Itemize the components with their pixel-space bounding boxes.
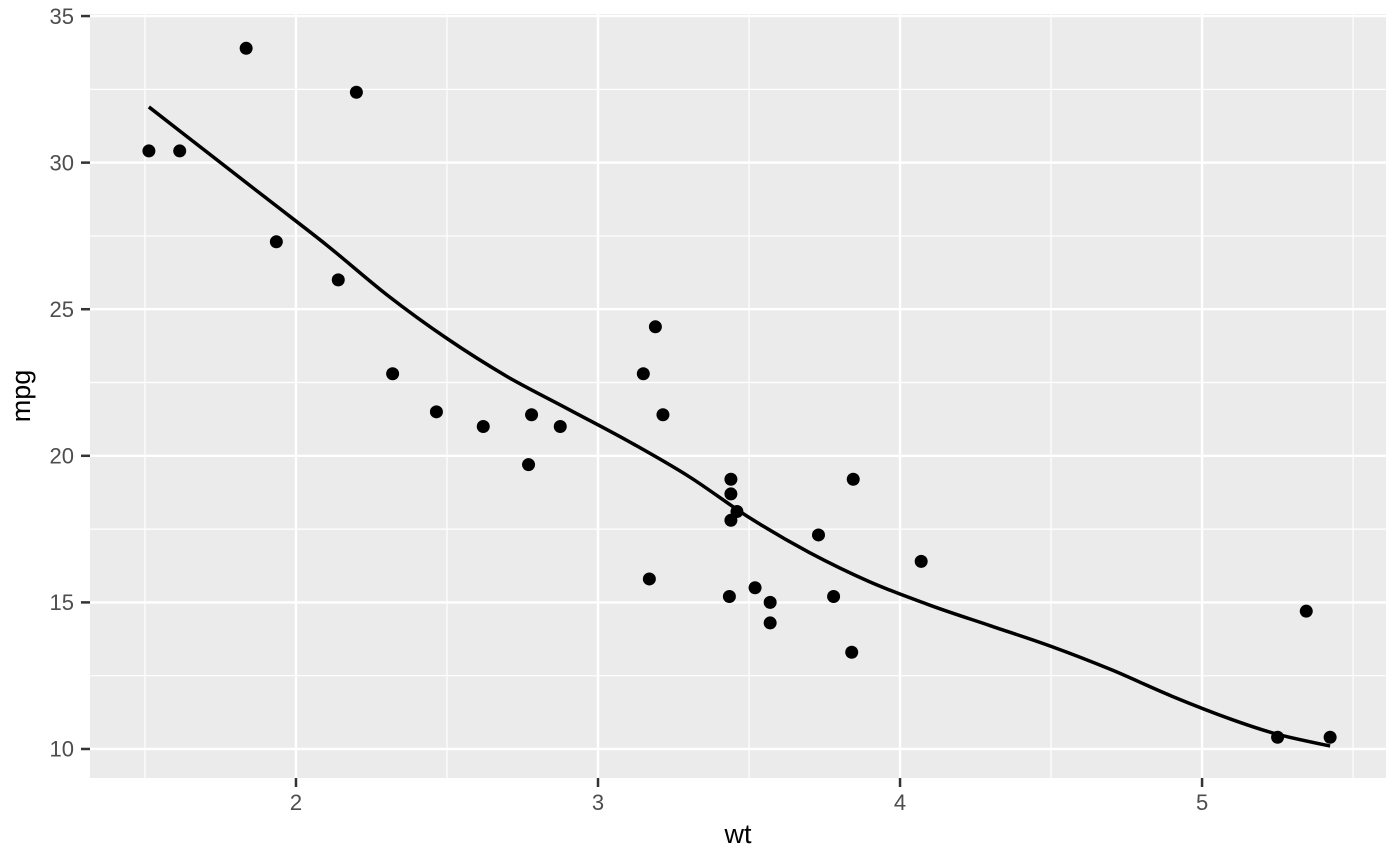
data-point (239, 41, 253, 55)
data-point (827, 590, 841, 604)
data-point (656, 408, 670, 422)
axis-tick-marks (81, 14, 1204, 787)
data-point (763, 616, 777, 630)
smooth-trend-line (147, 105, 1331, 748)
data-point (349, 85, 363, 99)
major-gridlines (90, 14, 1386, 778)
data-point (722, 590, 736, 604)
x-tick-label: 5 (1196, 790, 1208, 815)
data-point (1299, 604, 1313, 618)
data-point (522, 458, 536, 472)
data-point (636, 367, 650, 381)
data-point (142, 144, 156, 158)
data-point (476, 419, 490, 433)
y-tick-label: 10 (50, 737, 74, 762)
y-tick-label: 25 (50, 297, 74, 322)
data-points (142, 41, 1337, 744)
x-tick-label: 2 (290, 790, 302, 815)
y-tick-label: 20 (50, 444, 74, 469)
data-point (724, 472, 738, 486)
data-point (845, 645, 859, 659)
y-tick-label: 35 (50, 4, 74, 29)
y-tick-label: 30 (50, 150, 74, 175)
data-point (724, 487, 738, 501)
data-point (648, 320, 662, 334)
data-point (173, 144, 187, 158)
loess-curve (147, 105, 1331, 748)
data-point (748, 581, 762, 595)
data-point (811, 528, 825, 542)
data-point (525, 408, 539, 422)
data-point (763, 595, 777, 609)
data-point (1323, 730, 1337, 744)
x-tick-label: 4 (894, 790, 906, 815)
y-tick-label: 15 (50, 590, 74, 615)
data-point (846, 472, 860, 486)
data-point (386, 367, 400, 381)
data-point (642, 572, 656, 586)
data-point (553, 419, 567, 433)
y-axis-title: mpg (6, 370, 36, 423)
data-point (331, 273, 345, 287)
data-point (429, 405, 443, 419)
x-tick-label: 3 (592, 790, 604, 815)
data-point (269, 235, 283, 249)
minor-gridlines (90, 14, 1386, 778)
data-point (724, 513, 738, 527)
plot-panel (90, 14, 1386, 778)
panel-background (90, 14, 1386, 778)
x-axis-title: wt (724, 819, 752, 849)
data-point (914, 554, 928, 568)
axis-tick-labels: 2 3 4 5 10 15 20 25 30 35 (50, 4, 1209, 815)
